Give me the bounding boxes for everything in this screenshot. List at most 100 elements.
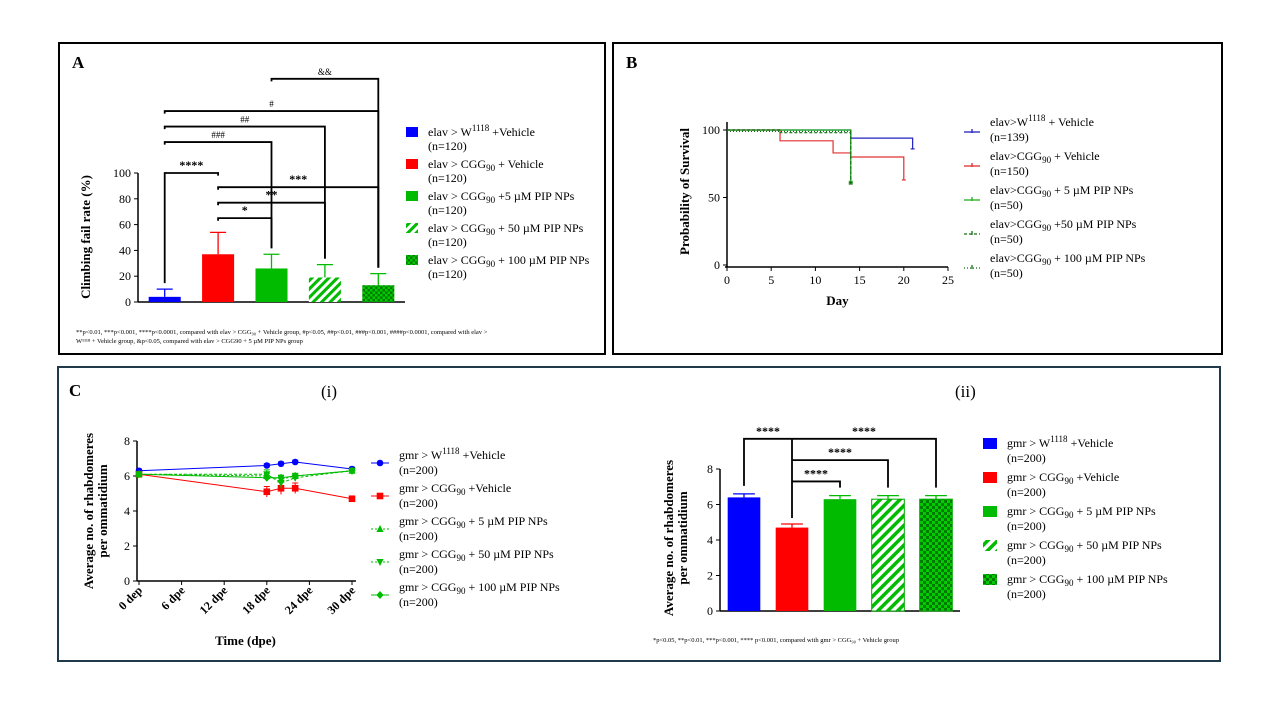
- panel-ci-legend-marker: [376, 459, 384, 467]
- panel-ci-ylabel-2: per ommatidium: [95, 464, 110, 557]
- panel-ci-data-point: [291, 458, 299, 466]
- panel-b-xtick-label: 20: [898, 273, 910, 287]
- panel-ci-data-point: [263, 462, 271, 469]
- panel-ci-data-point: [263, 488, 271, 496]
- panel-b-survival-line: [727, 129, 852, 184]
- panel-cii-ytick-label: 0: [707, 604, 713, 618]
- panel-b-legend-n: (n=150): [990, 164, 1029, 178]
- panel-a-legend-label: elav > CGG90 + Vehicle: [428, 157, 544, 173]
- panel-ci-xtick-label: 6 dpe: [158, 583, 188, 613]
- panel-b-xtick-label: 25: [942, 273, 954, 287]
- panel-a-legend-swatch: [406, 159, 418, 169]
- panel-c-label: C: [69, 381, 81, 400]
- panel-ci-data-point: [277, 480, 285, 487]
- panel-b-label: B: [626, 53, 637, 72]
- panel-a-significance-label: ****: [179, 158, 203, 172]
- panel-a-label: A: [72, 53, 85, 72]
- panel-a-significance-label: &&: [318, 67, 332, 77]
- panel-a-significance-bracket: [217, 186, 380, 268]
- panel-ci-legend: gmr > W1118 +Vehicle(n=200)gmr > CGG90 +…: [371, 446, 560, 609]
- panel-cii-legend-swatch: [983, 472, 997, 483]
- panel-cii-legend-swatch: [983, 574, 997, 585]
- panel-ci-legend-n: (n=200): [399, 463, 438, 477]
- panel-c-sub-i-label: (i): [321, 382, 337, 401]
- panel-a-bar: [202, 254, 235, 302]
- panel-cii-legend-label: gmr > CGG90 + 50 µM PIP NPs: [1007, 538, 1162, 554]
- panel-ci-legend-n: (n=200): [399, 529, 438, 543]
- panel-ci-legend-n: (n=200): [399, 496, 438, 510]
- panel-cii-bar: [775, 527, 809, 611]
- panel-cii-ylabel-1: Average no. of rhabdomeres: [661, 460, 676, 616]
- panel-b-legend-n: (n=139): [990, 130, 1029, 144]
- panel-ci-xlabel: Time (dpe): [215, 633, 276, 648]
- panel-ci-legend-marker: [376, 525, 384, 532]
- panel-a-legend-n: (n=120): [428, 139, 467, 153]
- panel-cii-ytick-label: 4: [707, 533, 713, 547]
- panel-a-ytick-label: 100: [113, 166, 131, 180]
- panel-ci-legend-marker: [376, 559, 384, 566]
- panel-cii-significance-bracket: [792, 437, 937, 488]
- panel-b-xtick-label: 5: [768, 273, 774, 287]
- panel-a-legend-label: elav > CGG90 +5 µM PIP NPs: [428, 189, 575, 205]
- panel-a-significance-label: ***: [289, 172, 307, 186]
- panel-cii-ytick-label: 8: [707, 462, 713, 476]
- panel-cii-ytick-label: 6: [707, 498, 713, 512]
- panel-a-significance-label: ###: [211, 130, 225, 140]
- panel-b-ytick-label: 0: [714, 258, 720, 272]
- panel-ci-data-point: [348, 466, 356, 475]
- panel-a-legend: elav > W1118 +Vehicle(n=120)elav > CGG90…: [406, 123, 590, 281]
- panel-ci-legend-label: gmr > CGG90 + 50 µM PIP NPs: [399, 547, 554, 563]
- panel-b-svg: B 0 50 100 0 5 10 15 20 25 Day Probability of Surv…: [626, 53, 1146, 308]
- panel-ci-data-point: [135, 470, 143, 479]
- panel-c-svg: C (i) (ii) Average no. of rhabdomeres pe…: [69, 381, 1168, 648]
- panel-cii-legend-swatch: [983, 506, 997, 517]
- panel-a-significance-label: #: [269, 99, 274, 109]
- panel-a-significance-bracket: [163, 141, 273, 249]
- panel-a-footnote-1: **p<0.01, ***p<0.001, ****p<0.0001, comp…: [76, 329, 488, 336]
- panel-cii-significance-bracket: [792, 480, 841, 488]
- panel-cii-legend: gmr > W1118 +Vehicle(n=200)gmr > CGG90 +…: [983, 434, 1168, 601]
- panel-ci-xtick-label: 18 dpe: [239, 583, 273, 617]
- panel-cii-legend-swatch: [983, 540, 997, 551]
- panel-ci-series-line: [138, 461, 353, 472]
- panel-b-legend-n: (n=50): [990, 266, 1023, 280]
- panel-ci-legend-n: (n=200): [399, 562, 438, 576]
- panel-a-significance-label: ##: [240, 115, 250, 125]
- panel-cii-significance-label: ****: [852, 424, 876, 438]
- panel-cii-bar: [823, 499, 857, 611]
- panel-ci-data-point: [291, 484, 299, 492]
- panel-ci-series-line: [139, 470, 353, 484]
- panel-ci-legend-label: gmr > CGG90 + 100 µM PIP NPs: [399, 580, 560, 596]
- panel-ci-legend-label: gmr > W1118 +Vehicle: [399, 446, 505, 462]
- panel-cii-legend-n: (n=200): [1007, 485, 1046, 499]
- panel-a-bar: [148, 296, 181, 302]
- panel-b-legend: elav>W1118 + Vehicle(n=139) elav>CGG90 + …: [964, 113, 1146, 280]
- panel-a-ytick-label: 20: [119, 269, 131, 283]
- panel-ci-ytick-label: 8: [124, 434, 130, 448]
- panel-ci-data-point: [263, 473, 271, 482]
- panel-ci-plot: 0 2 4 6 8 0 dep 6 dpe 12 dpe 18 dpe 24 dpe 30 dpe T…: [116, 434, 359, 648]
- panel-cii-legend-label: gmr > CGG90 +Vehicle: [1007, 470, 1119, 486]
- panel-a-significance-bracket: [217, 217, 273, 249]
- panel-a-legend-n: (n=120): [428, 235, 467, 249]
- panel-ci-legend-n: (n=200): [399, 595, 438, 609]
- panel-cii-legend-n: (n=200): [1007, 451, 1046, 465]
- panel-b: B 0 50 100 0 5 10 15 20 25 Day Probability of Surv…: [612, 42, 1223, 355]
- panel-a-bar: [255, 268, 288, 302]
- panel-ci-ylabel-1: Average no. of rhabdomeres: [81, 433, 96, 589]
- panel-cii-significance-bracket: [792, 459, 889, 488]
- panel-b-xlabel: Day: [826, 293, 849, 308]
- panel-c: C (i) (ii) Average no. of rhabdomeres pe…: [57, 366, 1221, 662]
- panel-a-ytick-label: 60: [119, 218, 131, 232]
- panel-a-legend-n: (n=120): [428, 203, 467, 217]
- panel-cii-legend-n: (n=200): [1007, 553, 1046, 567]
- panel-a-significance-bracket: [270, 77, 380, 268]
- panel-ci-ytick-label: 4: [124, 504, 130, 518]
- panel-b-survival-line: [727, 129, 905, 180]
- panel-a-ytick-label: 40: [119, 243, 131, 257]
- panel-ci-legend-label: gmr > CGG90 +Vehicle: [399, 481, 511, 497]
- panel-a-legend-label: elav > CGG90 + 100 µM PIP NPs: [428, 253, 590, 269]
- panel-ci-xtick-label: 30 dpe: [324, 583, 358, 617]
